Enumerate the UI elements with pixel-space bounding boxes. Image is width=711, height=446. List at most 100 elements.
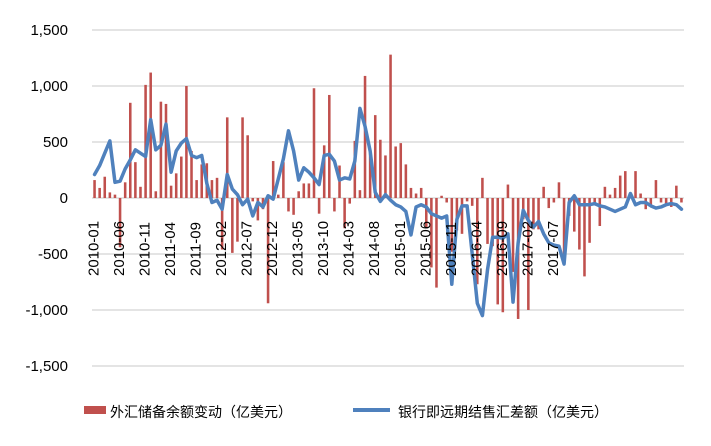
bar — [220, 198, 224, 250]
x-tick-label: 2014-03 — [341, 221, 358, 276]
bar — [328, 94, 331, 198]
bar — [552, 198, 556, 203]
y-tick-label: 500 — [43, 134, 68, 151]
bar — [608, 194, 612, 198]
bar — [379, 139, 382, 198]
bar — [322, 145, 326, 198]
bar — [149, 72, 152, 198]
bar — [154, 191, 158, 198]
x-tick-label: 2017-02 — [519, 221, 536, 276]
bar — [603, 186, 607, 198]
bar-series — [93, 54, 683, 319]
bar — [511, 198, 515, 272]
bar — [491, 198, 494, 247]
bar — [419, 187, 423, 198]
x-tick-label: 2011-04 — [162, 222, 179, 276]
bar — [282, 162, 285, 198]
bar — [225, 117, 229, 198]
bar — [486, 198, 489, 244]
bar — [93, 180, 96, 198]
bar — [287, 198, 290, 212]
x-tick-label: 2010-06 — [111, 221, 128, 276]
bar — [251, 198, 255, 202]
bar — [618, 175, 622, 198]
bar — [210, 180, 214, 198]
bar — [664, 198, 668, 205]
bar — [231, 198, 234, 253]
bar — [557, 182, 561, 198]
bar — [506, 184, 510, 198]
line-series — [92, 106, 684, 318]
legend-swatch-bar — [84, 406, 106, 414]
bar — [164, 103, 168, 198]
bar — [292, 198, 295, 215]
bar — [573, 198, 576, 232]
bar — [588, 198, 591, 243]
bar — [414, 193, 418, 198]
x-tick-label: 2012-07 — [239, 221, 256, 276]
bar — [358, 190, 362, 198]
bar — [180, 156, 183, 198]
bar — [593, 198, 596, 204]
bar — [277, 194, 280, 198]
bar — [639, 193, 642, 198]
y-tick-label: -500 — [38, 246, 68, 263]
bar — [368, 153, 372, 198]
bar — [271, 161, 275, 198]
x-tick-label: 2013-05 — [290, 221, 307, 276]
bar — [373, 115, 377, 198]
bar — [118, 198, 122, 248]
bar — [445, 198, 448, 203]
x-axis-ticks: 2010-01 2010-06 2010-11 2011-04 2011-09 2012-… — [86, 221, 562, 276]
legend-label-line: 银行即远期结售汇差额（亿美元） — [398, 405, 608, 421]
bar — [680, 198, 683, 203]
x-tick-label: 2014-08 — [366, 221, 383, 276]
bar — [139, 186, 142, 198]
x-tick-label: 2015-11 — [443, 222, 460, 276]
y-tick-label: 1,500 — [30, 22, 68, 39]
bar — [108, 192, 112, 198]
x-tick-label: 2015-01 — [392, 221, 409, 276]
bar — [496, 198, 499, 305]
bar — [98, 187, 101, 198]
x-tick-label: 2016-04 — [468, 221, 485, 276]
bar — [649, 198, 653, 207]
bar — [333, 198, 336, 212]
x-tick-label: 2017-07 — [545, 221, 562, 276]
bar — [435, 198, 438, 288]
bar — [241, 117, 244, 198]
bar — [455, 198, 459, 231]
bar — [425, 198, 428, 228]
bar — [103, 176, 107, 198]
bar — [353, 140, 357, 198]
bar — [384, 155, 387, 198]
bar — [537, 198, 540, 230]
x-tick-label: 2013-10 — [315, 221, 332, 276]
bar — [297, 191, 300, 198]
bar — [409, 187, 413, 198]
bar — [195, 180, 198, 198]
bar — [634, 171, 637, 198]
bar — [159, 101, 163, 198]
bar — [476, 198, 479, 285]
bar — [236, 198, 239, 242]
y-tick-label: 1,000 — [30, 78, 68, 95]
bar — [501, 198, 505, 313]
x-tick-label: 2015-06 — [417, 221, 434, 276]
x-tick-label: 2010-01 — [86, 221, 103, 276]
bar — [654, 180, 658, 198]
bar — [547, 198, 551, 209]
bar — [302, 183, 306, 198]
bar — [562, 198, 566, 254]
bar — [583, 198, 586, 277]
bar — [215, 177, 219, 198]
bar — [470, 198, 474, 206]
bar — [394, 146, 397, 198]
series-line — [92, 106, 684, 318]
bar — [256, 198, 260, 221]
bar — [440, 195, 443, 198]
bar — [659, 198, 663, 203]
bar — [363, 75, 367, 198]
bar — [266, 198, 270, 304]
